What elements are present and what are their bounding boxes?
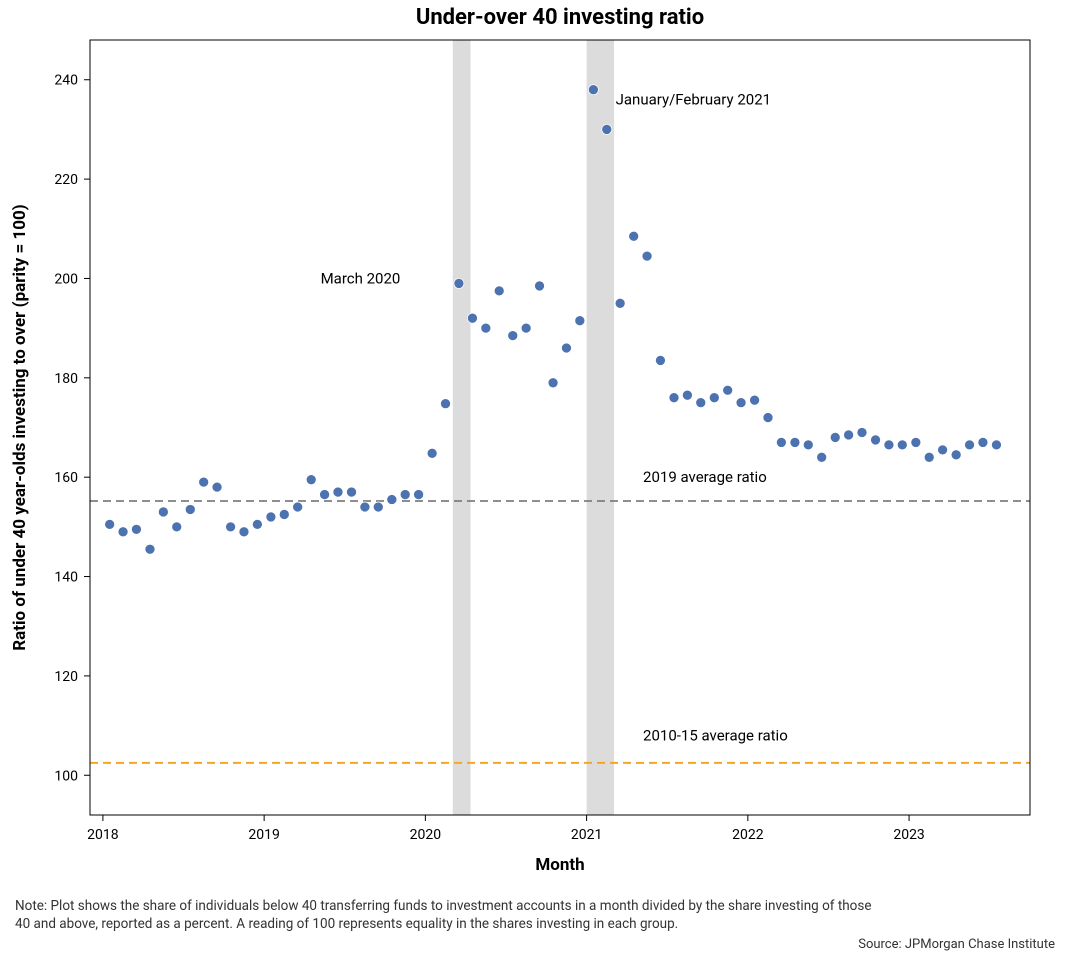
data-point — [145, 544, 155, 554]
scatter-series — [105, 85, 1002, 555]
data-point — [857, 427, 867, 437]
annotation-avg2019: 2019 average ratio — [643, 468, 767, 486]
data-point — [938, 445, 948, 455]
data-point — [803, 440, 813, 450]
data-point — [508, 331, 518, 341]
data-point — [884, 440, 894, 450]
data-point — [185, 504, 195, 514]
y-tick-label: 200 — [54, 271, 78, 287]
data-point — [750, 395, 760, 405]
chart-source: Source: JPMorgan Chase Institute — [858, 937, 1055, 952]
data-point — [655, 355, 665, 365]
y-tick-label: 100 — [54, 768, 78, 784]
data-point — [467, 313, 477, 323]
data-point — [642, 251, 652, 261]
x-tick-label: 2021 — [571, 827, 602, 843]
data-point — [709, 393, 719, 403]
data-point — [776, 437, 786, 447]
x-axis-label: Month — [535, 855, 584, 875]
data-point — [306, 475, 316, 485]
data-point — [400, 490, 410, 500]
x-tick-label: 2020 — [410, 827, 442, 843]
chart-note-line2: 40 and above, reported as a percent. A r… — [15, 916, 678, 932]
data-point — [212, 482, 222, 492]
data-point — [199, 477, 209, 487]
data-point — [696, 398, 706, 408]
data-point — [790, 437, 800, 447]
data-point — [817, 452, 827, 462]
data-point — [575, 316, 585, 326]
y-tick-label: 120 — [54, 669, 78, 685]
data-point — [965, 440, 975, 450]
data-point — [669, 393, 679, 403]
data-point — [360, 502, 370, 512]
x-tick-label: 2018 — [87, 827, 119, 843]
y-tick-label: 140 — [54, 570, 78, 586]
annotation-march2020: March 2020 — [321, 269, 401, 287]
x-tick-label: 2023 — [893, 827, 924, 843]
data-point — [333, 487, 343, 497]
data-point — [991, 440, 1001, 450]
data-point — [427, 448, 437, 458]
shade-band — [587, 40, 614, 815]
chart-title: Under-over 40 investing ratio — [416, 5, 704, 30]
data-point — [105, 519, 115, 529]
annotation-avg2010_15: 2010-15 average ratio — [643, 726, 788, 744]
data-point — [588, 85, 598, 95]
y-tick-label: 220 — [54, 172, 78, 188]
data-point — [172, 522, 182, 532]
annotation-janfeb2021: January/February 2021 — [616, 91, 771, 109]
data-point — [723, 385, 733, 395]
data-point — [266, 512, 276, 522]
data-point — [682, 390, 692, 400]
data-point — [320, 490, 330, 500]
data-point — [924, 452, 934, 462]
plot-border — [90, 40, 1030, 815]
data-point — [347, 487, 357, 497]
data-point — [561, 343, 571, 353]
x-tick-label: 2022 — [732, 827, 764, 843]
y-tick-label: 180 — [54, 371, 78, 387]
data-point — [871, 435, 881, 445]
data-point — [521, 323, 531, 333]
data-point — [387, 495, 397, 505]
data-point — [131, 524, 141, 534]
data-point — [494, 286, 504, 296]
data-point — [763, 413, 773, 423]
data-point — [454, 278, 464, 288]
data-point — [844, 430, 854, 440]
data-point — [615, 298, 625, 308]
data-point — [830, 432, 840, 442]
data-point — [293, 502, 303, 512]
data-point — [978, 437, 988, 447]
data-point — [736, 398, 746, 408]
chart-container: Under-over 40 investing ratio 2018 2019 202… — [0, 0, 1070, 962]
y-tick-label: 240 — [54, 73, 78, 89]
y-axis-label: Ratio of under 40 year-olds investing to… — [10, 204, 30, 650]
recession-shading — [453, 40, 614, 815]
chart-note-line1: Note: Plot shows the share of individual… — [15, 898, 872, 914]
data-point — [252, 519, 262, 529]
data-point — [602, 124, 612, 134]
chart-svg: Under-over 40 investing ratio 2018 2019 202… — [0, 0, 1070, 962]
shade-band — [453, 40, 471, 815]
data-point — [118, 527, 128, 537]
data-point — [548, 378, 558, 388]
data-point — [629, 231, 639, 241]
data-point — [897, 440, 907, 450]
y-tick-label: 160 — [54, 470, 78, 486]
data-point — [535, 281, 545, 291]
data-point — [226, 522, 236, 532]
x-tick-label: 2019 — [248, 827, 279, 843]
data-point — [951, 450, 961, 460]
data-point — [911, 437, 921, 447]
data-point — [373, 502, 383, 512]
data-point — [239, 527, 249, 537]
data-point — [441, 399, 451, 409]
data-point — [279, 509, 289, 519]
data-point — [158, 507, 168, 517]
data-point — [414, 490, 424, 500]
data-point — [481, 323, 491, 333]
